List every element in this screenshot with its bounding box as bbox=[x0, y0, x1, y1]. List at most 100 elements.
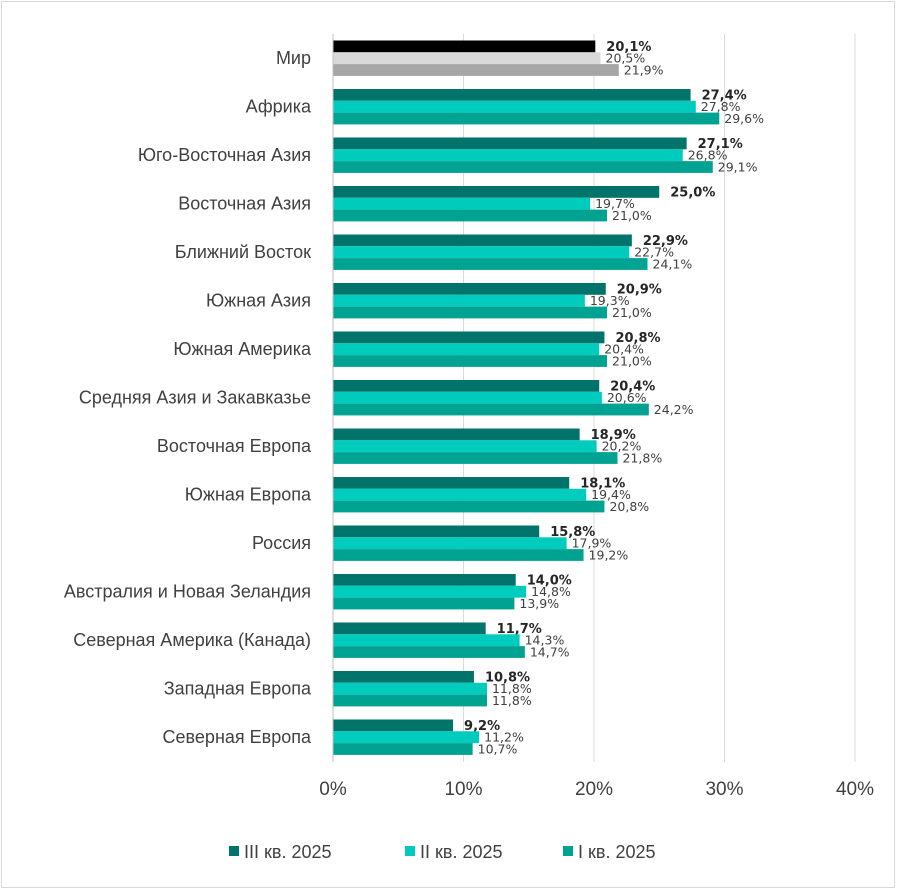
data-label: 14,0% bbox=[527, 573, 572, 588]
bar bbox=[333, 258, 648, 270]
data-label: 22,7% bbox=[634, 245, 674, 260]
category-label: Восточная Азия bbox=[178, 194, 311, 214]
bar bbox=[333, 209, 608, 222]
data-label: 20,1% bbox=[606, 40, 651, 55]
data-label: 25,0% bbox=[670, 185, 715, 200]
data-label: 18,9% bbox=[591, 428, 636, 443]
legend-swatch bbox=[229, 846, 239, 856]
category-label: Южная Азия bbox=[206, 291, 311, 311]
legend-label: II кв. 2025 bbox=[420, 842, 503, 862]
category-label: Мир bbox=[276, 48, 311, 68]
bar bbox=[333, 100, 696, 113]
data-label: 11,8% bbox=[492, 681, 532, 696]
bar bbox=[333, 161, 713, 173]
bar bbox=[333, 246, 630, 259]
bar bbox=[333, 537, 567, 550]
data-label: 20,8% bbox=[615, 331, 660, 346]
data-label: 15,8% bbox=[550, 525, 595, 540]
data-label: 13,9% bbox=[519, 596, 559, 611]
bar bbox=[333, 306, 608, 319]
bar bbox=[333, 694, 487, 707]
bar bbox=[333, 186, 660, 198]
bar bbox=[333, 634, 520, 647]
x-tick-label: 20% bbox=[575, 779, 613, 800]
data-label: 26,8% bbox=[688, 148, 728, 163]
data-label: 19,7% bbox=[595, 196, 635, 211]
bar bbox=[333, 452, 618, 464]
data-label: 19,2% bbox=[589, 547, 629, 562]
data-label: 27,4% bbox=[702, 88, 747, 103]
bar bbox=[333, 40, 596, 53]
category-label: Россия bbox=[252, 533, 311, 553]
bar bbox=[333, 597, 515, 610]
bar bbox=[333, 355, 608, 367]
data-label: 19,3% bbox=[590, 293, 630, 308]
bar bbox=[333, 585, 527, 598]
data-label: 27,1% bbox=[698, 137, 743, 152]
bar bbox=[333, 743, 473, 755]
bar bbox=[333, 574, 516, 586]
data-label: 29,6% bbox=[724, 111, 764, 126]
bar bbox=[333, 403, 649, 416]
bar bbox=[333, 646, 525, 658]
bar bbox=[333, 731, 480, 744]
data-label: 19,4% bbox=[591, 487, 631, 502]
bar bbox=[333, 283, 606, 295]
category-label: Африка bbox=[246, 97, 312, 117]
data-label: 11,7% bbox=[497, 622, 542, 637]
bar bbox=[333, 671, 474, 683]
x-tick-label: 40% bbox=[836, 779, 874, 800]
data-label: 20,4% bbox=[604, 342, 644, 357]
data-label: 21,8% bbox=[622, 450, 662, 465]
data-label: 21,9% bbox=[624, 62, 664, 77]
bar bbox=[333, 622, 486, 635]
category-label: Ближний Восток bbox=[175, 242, 311, 262]
data-label: 24,1% bbox=[653, 256, 693, 271]
category-label: Северная Европа bbox=[163, 727, 312, 747]
category-label: Южная Америка bbox=[173, 339, 312, 359]
bar bbox=[333, 89, 691, 101]
bar bbox=[333, 52, 601, 65]
bar bbox=[333, 477, 570, 489]
data-label: 27,8% bbox=[701, 99, 741, 114]
bar bbox=[333, 137, 687, 150]
data-label: 10,8% bbox=[485, 670, 530, 685]
bar bbox=[333, 343, 600, 356]
category-label: Северная Америка (Канада) bbox=[73, 630, 311, 650]
bar bbox=[333, 488, 587, 501]
data-label: 24,2% bbox=[654, 402, 694, 417]
category-label: Юго-Восточная Азия bbox=[138, 145, 311, 165]
bar bbox=[333, 549, 584, 561]
bar bbox=[333, 500, 605, 513]
bar bbox=[333, 331, 605, 344]
data-label: 10,7% bbox=[478, 741, 518, 756]
data-label: 29,1% bbox=[718, 159, 758, 174]
data-label: 20,2% bbox=[602, 439, 642, 454]
bar bbox=[333, 428, 580, 441]
data-label: 14,7% bbox=[530, 644, 570, 659]
bar bbox=[333, 294, 585, 307]
bar bbox=[333, 149, 683, 162]
data-label: 14,8% bbox=[531, 584, 571, 599]
data-label: 17,9% bbox=[572, 536, 612, 551]
bar bbox=[333, 197, 591, 210]
x-tick-label: 10% bbox=[444, 779, 482, 800]
bar bbox=[333, 719, 454, 732]
bar bbox=[333, 380, 600, 392]
data-label: 9,2% bbox=[464, 719, 500, 734]
legend-swatch bbox=[563, 846, 573, 856]
bar bbox=[333, 64, 619, 76]
data-label: 11,8% bbox=[492, 693, 532, 708]
data-label: 20,5% bbox=[606, 51, 646, 66]
data-label: 20,4% bbox=[610, 379, 655, 394]
bar bbox=[333, 234, 632, 247]
category-label: Восточная Европа bbox=[157, 436, 312, 456]
legend-swatch bbox=[405, 846, 415, 856]
data-label: 20,8% bbox=[609, 499, 649, 514]
bar bbox=[333, 112, 720, 125]
data-label: 20,9% bbox=[617, 282, 662, 297]
bar bbox=[333, 391, 602, 404]
data-label: 18,1% bbox=[580, 476, 625, 491]
bar bbox=[333, 682, 487, 695]
